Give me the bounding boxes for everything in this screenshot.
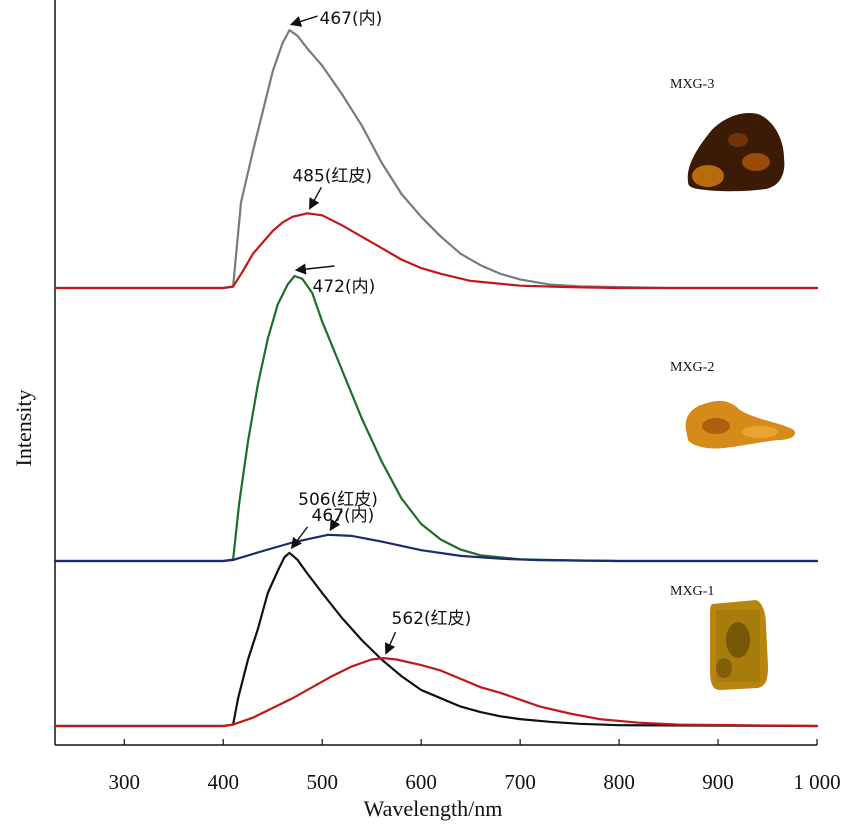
- annotation-label: 485(红皮): [292, 166, 372, 186]
- annotation-label: 562(红皮): [392, 609, 472, 629]
- series-line-mxg2-skin: [53, 533, 819, 563]
- series-line-mxg3-skin: [53, 212, 819, 290]
- annotation-arrow: [290, 526, 309, 550]
- series-layer: [53, 29, 819, 728]
- axes-layer: 300 400 500 600 700 800 900 1 000: [54, 0, 841, 794]
- annotation-arrow: [309, 186, 322, 210]
- x-tick-label: 500: [306, 770, 338, 794]
- series-line-mxg3-inner: [53, 29, 819, 290]
- annotation-layer: 467(内)485(红皮)472(内)506(红皮)467(内)562(红皮): [289, 9, 472, 655]
- sample-label-mxg-3: MXG-3: [670, 77, 714, 92]
- annotation-arrow: [384, 631, 397, 655]
- x-tick-label: 700: [504, 770, 536, 794]
- series-line-mxg1-inner: [53, 551, 819, 728]
- sample-label-mxg-2: MXG-2: [670, 360, 714, 375]
- sample-label-mxg-1: MXG-1: [670, 584, 714, 599]
- sample-photo-mxg-3: [687, 112, 785, 192]
- x-tick-label: 400: [207, 770, 239, 794]
- x-tick-label: 900: [702, 770, 734, 794]
- x-tick-label: 600: [405, 770, 437, 794]
- annotation-arrow: [289, 15, 318, 27]
- annotation-arrow: [294, 263, 335, 275]
- sample-photo-mxg-1: [710, 600, 768, 690]
- y-axis-title: Intensity: [11, 390, 36, 467]
- x-tick-label: 1 000: [793, 770, 840, 794]
- annotation-label: 472(内): [312, 277, 375, 297]
- annotation-label: 467(内): [320, 9, 383, 29]
- sample-photo-mxg-2: [685, 400, 796, 449]
- series-line-mxg1-skin: [53, 656, 819, 728]
- annotation-label: 506(红皮): [298, 490, 378, 510]
- x-tick-label: 300: [109, 770, 141, 794]
- annotation-label: 467(内): [312, 506, 375, 526]
- x-tick-label: 800: [603, 770, 635, 794]
- x-axis-title: Wavelength/nm: [364, 796, 503, 821]
- annotation-arrow: [329, 510, 343, 532]
